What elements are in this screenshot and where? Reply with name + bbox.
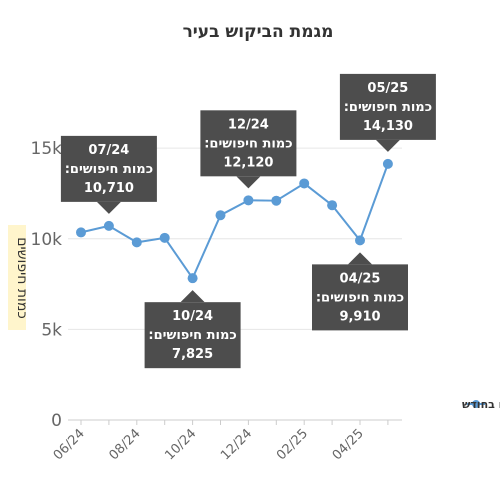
legend[interactable]: חיפושים בחודש: [462, 398, 500, 411]
data-point[interactable]: [76, 227, 86, 238]
tooltip-box: [200, 110, 297, 177]
data-tooltip: 07/24 כמות חיפושים: 10,710: [60, 135, 157, 214]
y-tick-label: 5k: [41, 320, 62, 340]
x-tick-label: 02/25: [274, 426, 311, 463]
tooltip-box: [312, 264, 408, 331]
data-point[interactable]: [243, 195, 254, 206]
series-layer: [76, 158, 393, 284]
data-point[interactable]: [215, 210, 226, 221]
data-point[interactable]: [327, 200, 338, 211]
x-tick-label: 12/24: [218, 426, 255, 463]
tooltip-value: 9,910: [339, 309, 380, 324]
series-line: [80, 163, 389, 280]
y-tick-label: 10k: [31, 230, 63, 250]
tooltip-pointer: [96, 201, 121, 214]
y-tick-label: 15k: [31, 139, 63, 159]
tooltip-date: 07/24: [88, 143, 129, 158]
annotations: 07/24 כמות חיפושים: 10,710 10/24 כמות חיפושי…: [60, 73, 436, 369]
data-point[interactable]: [159, 232, 170, 243]
data-point[interactable]: [299, 178, 310, 189]
y-axis-ticks: 0 5k 10k 15k: [31, 139, 63, 431]
data-point[interactable]: [103, 220, 114, 231]
y-axis-title: כמות חיפושים: [14, 237, 30, 319]
data-point[interactable]: [271, 195, 282, 206]
data-point[interactable]: [131, 237, 142, 248]
tooltip-value: 10,710: [84, 181, 134, 196]
y-axis-label-highlight: [8, 225, 26, 330]
tooltip-pointer: [180, 290, 205, 303]
tooltip-label: כמות חיפושים:: [316, 290, 404, 305]
tooltip-value: 14,130: [363, 119, 413, 134]
tooltip-pointer: [236, 176, 261, 189]
x-tick-label: 10/24: [162, 426, 199, 463]
tooltip-box: [339, 73, 436, 140]
data-point[interactable]: [187, 273, 198, 284]
x-tick-label: 04/25: [330, 426, 367, 463]
x-tick-label: 06/24: [51, 426, 88, 463]
legend-marker-icon: [472, 400, 480, 408]
tooltip-value: 7,825: [172, 347, 213, 362]
tooltip-pointer: [348, 252, 372, 265]
y-tick-label: 0: [51, 411, 62, 431]
y-axis-label: כמות חיפושים: [8, 225, 30, 330]
tooltip-box: [144, 302, 241, 369]
data-point[interactable]: [382, 158, 393, 169]
tooltip-value: 12,120: [223, 155, 273, 170]
data-point[interactable]: [355, 235, 365, 246]
tooltip-date: 04/25: [340, 271, 381, 286]
data-tooltip: 12/24 כמות חיפושים: 12,120: [200, 110, 297, 189]
legend-label: חיפושים בחודש: [462, 398, 500, 411]
tooltip-label: כמות חיפושים:: [204, 136, 292, 151]
chart-title: מגמת הביקוש בעיר: [183, 22, 334, 42]
tooltip-label: כמות חיפושים:: [344, 100, 432, 115]
tooltip-box: [60, 135, 157, 202]
data-tooltip: 10/24 כמות חיפושים: 7,825: [144, 290, 241, 369]
tooltip-pointer: [375, 139, 400, 152]
tooltip-date: 12/24: [228, 117, 269, 132]
tooltip-label: כמות חיפושים:: [65, 162, 153, 177]
tooltip-date: 10/24: [172, 309, 213, 324]
data-tooltip: 04/25 כמות חיפושים: 9,910: [312, 252, 408, 331]
x-tick-label: 08/24: [107, 426, 144, 463]
x-axis: 06/24 08/24 10/24 12/24 02/25 04/25: [51, 419, 402, 463]
tooltip-date: 05/25: [367, 81, 408, 96]
tooltip-label: כמות חיפושים:: [148, 328, 236, 343]
data-tooltip: 05/25 כמות חיפושים: 14,130: [339, 73, 436, 152]
